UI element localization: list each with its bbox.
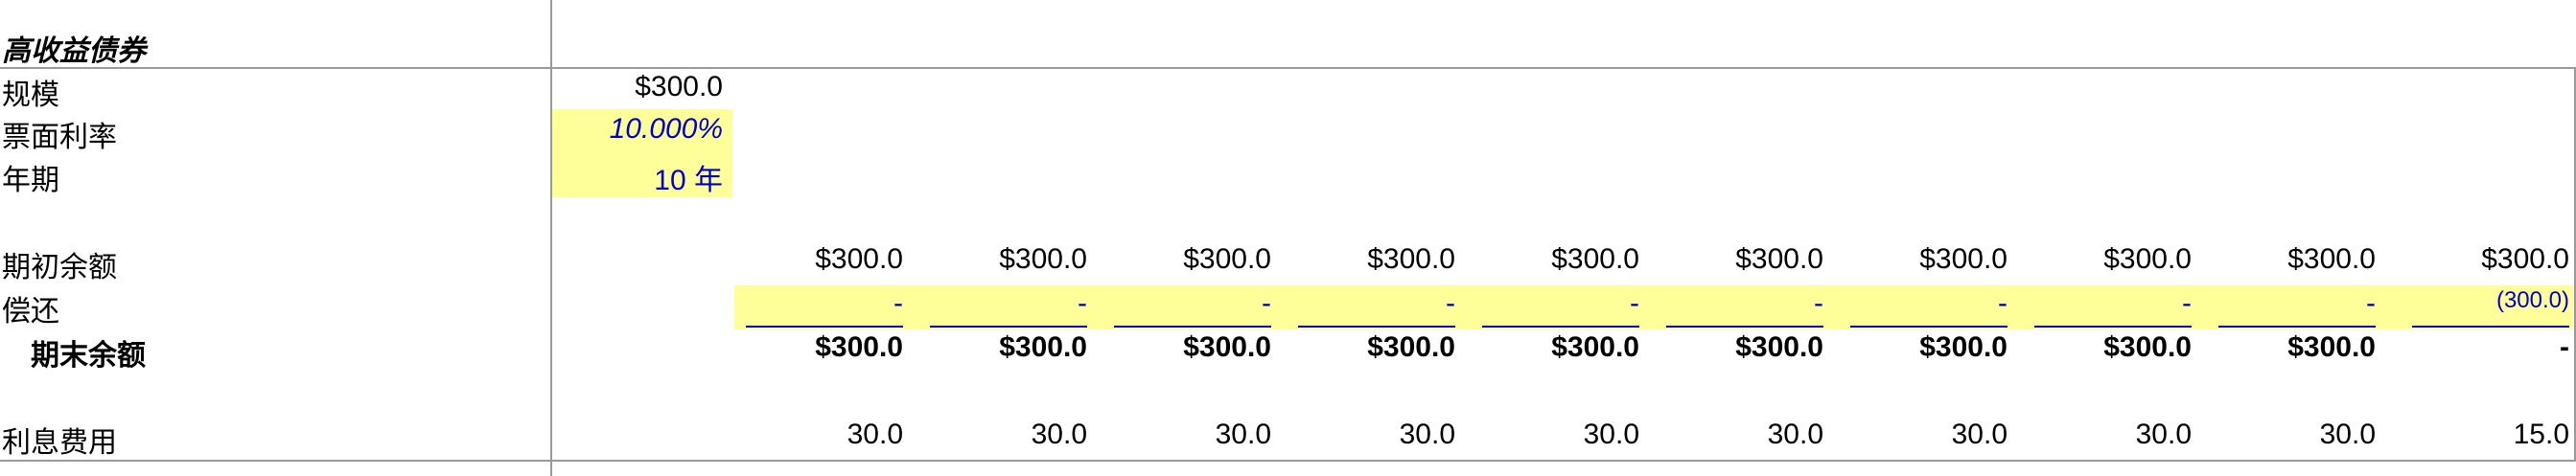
end-balance-cell: -	[2560, 331, 2569, 363]
repayment-input-cell[interactable]: -	[1630, 287, 1639, 319]
interest-expense-cell: 30.0	[1951, 419, 2007, 450]
repayment-underline	[746, 326, 903, 328]
repayment-underline	[2034, 326, 2192, 328]
end-balance-cell: $300.0	[1735, 331, 1823, 363]
term-input-cell[interactable]: 10 年	[654, 165, 723, 196]
repayment-input-cell[interactable]: -	[893, 287, 903, 319]
interest-expense-cell: 30.0	[1399, 419, 1455, 450]
end-balance-cell: $300.0	[1551, 331, 1639, 363]
coupon-input-cell[interactable]: 10.000%	[609, 113, 723, 145]
interest-expense-cell: 15.0	[2513, 419, 2569, 450]
repayment-underline	[1666, 326, 1823, 328]
coupon-label: 票面利率	[2, 122, 117, 153]
interest-expense-cell: 30.0	[1031, 419, 1087, 450]
begin-balance-cell: $300.0	[2481, 243, 2569, 275]
end-balance-cell: $300.0	[2103, 331, 2192, 363]
repayment-input-cell[interactable]: -	[1446, 287, 1455, 319]
repayment-underline	[2218, 326, 2376, 328]
interest-expense-cell: 30.0	[2135, 419, 2192, 450]
interest-expense-label: 利息费用	[2, 427, 117, 459]
repayment-underline	[1850, 326, 2007, 328]
section-top-border	[0, 67, 2574, 69]
repayment-input-cell[interactable]: -	[1998, 287, 2007, 319]
begin-balance-cell: $300.0	[1183, 243, 1271, 275]
interest-expense-cell: 30.0	[1215, 419, 1271, 450]
repayment-underline	[2412, 326, 2569, 328]
repayment-input-cell[interactable]: -	[1262, 287, 1271, 319]
end-balance-cell: $300.0	[999, 331, 1087, 363]
section-bottom-border	[0, 460, 2574, 462]
section-right-border	[2574, 67, 2576, 462]
interest-expense-cell: 30.0	[1767, 419, 1823, 450]
column-divider	[550, 0, 552, 476]
term-label: 年期	[2, 165, 59, 196]
begin-balance-cell: $300.0	[1367, 243, 1455, 275]
repayment-underline	[1298, 326, 1455, 328]
interest-expense-cell: 30.0	[2319, 419, 2376, 450]
begin-balance-label: 期初余额	[2, 252, 117, 283]
begin-balance-cell: $300.0	[815, 243, 903, 275]
repayment-input-cell[interactable]: -	[2182, 287, 2192, 319]
repayment-input-cell[interactable]: -	[1814, 287, 1823, 319]
repayment-input-cell[interactable]: (300.0)	[2495, 287, 2569, 313]
repayment-underline	[930, 326, 1087, 328]
begin-balance-cell: $300.0	[1735, 243, 1823, 275]
end-balance-cell: $300.0	[1919, 331, 2007, 363]
end-balance-cell: $300.0	[2287, 331, 2376, 363]
begin-balance-cell: $300.0	[1919, 243, 2007, 275]
repayment-input-cell[interactable]: -	[2366, 287, 2376, 319]
input-cells-background	[552, 109, 732, 197]
end-balance-cell: $300.0	[1367, 331, 1455, 363]
end-balance-label: 期末余额	[31, 340, 146, 372]
interest-expense-cell: 30.0	[1583, 419, 1639, 450]
begin-balance-cell: $300.0	[1551, 243, 1639, 275]
size-value-cell[interactable]: $300.0	[635, 71, 723, 102]
repayment-input-cell[interactable]: -	[1078, 287, 1087, 319]
interest-expense-cell: 30.0	[847, 419, 903, 450]
section-title: 高收益债券	[2, 35, 146, 67]
begin-balance-cell: $300.0	[2287, 243, 2376, 275]
repayment-underline	[1482, 326, 1639, 328]
size-label: 规模	[2, 79, 59, 111]
repayment-underline	[1114, 326, 1271, 328]
repayment-input-background	[734, 285, 2573, 329]
repayment-label: 偿还	[2, 296, 59, 328]
begin-balance-cell: $300.0	[999, 243, 1087, 275]
end-balance-cell: $300.0	[815, 331, 903, 363]
begin-balance-cell: $300.0	[2103, 243, 2192, 275]
end-balance-cell: $300.0	[1183, 331, 1271, 363]
